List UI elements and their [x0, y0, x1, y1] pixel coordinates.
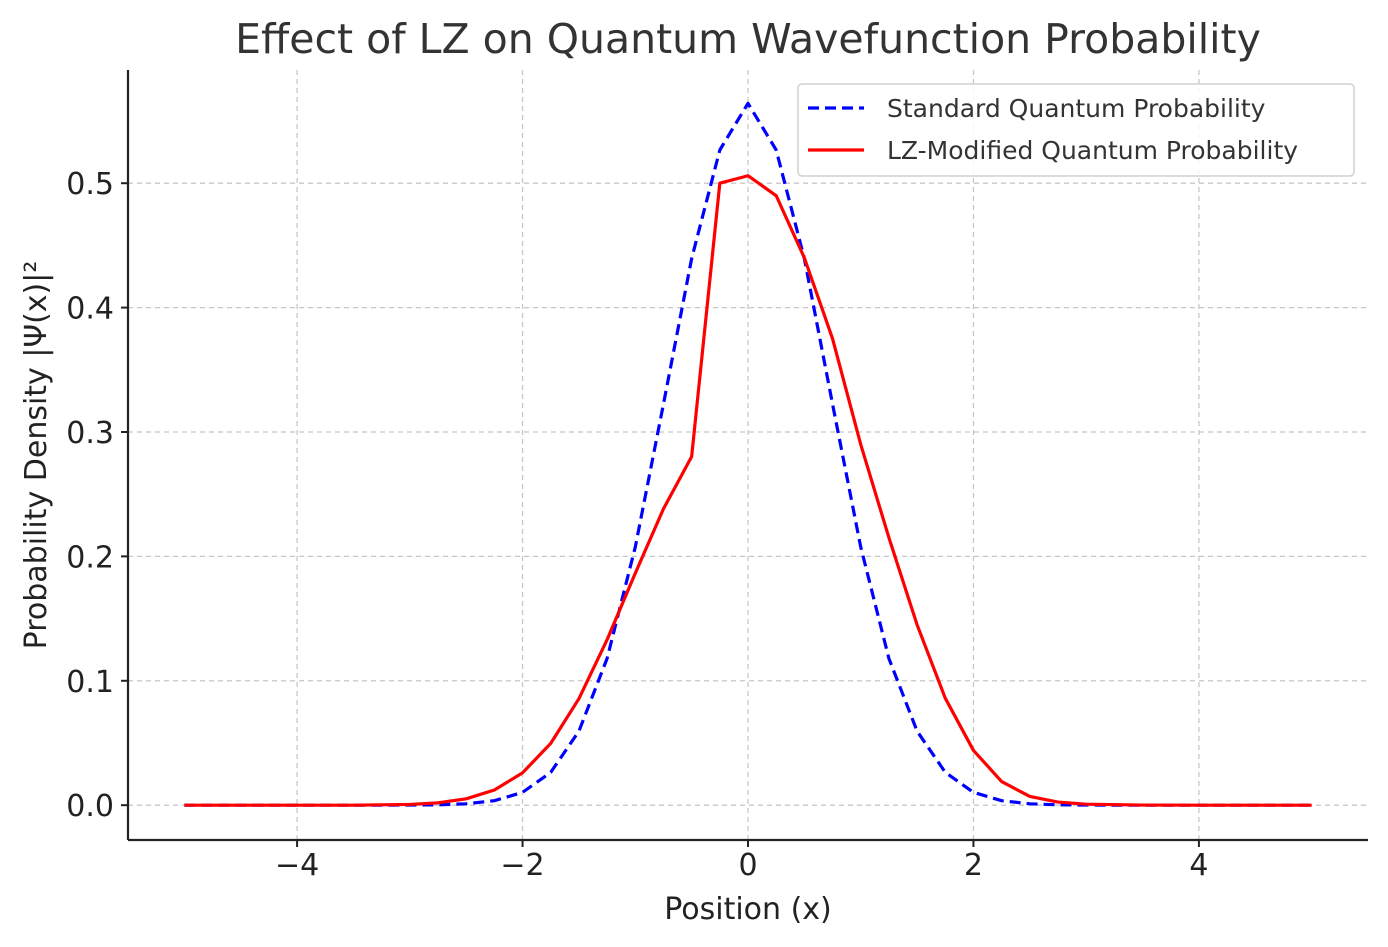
legend-box	[797, 83, 1355, 177]
x-tick-label: −4	[275, 848, 319, 883]
legend-label-1: Standard Quantum Probability	[887, 94, 1266, 123]
series-line-2	[184, 174, 1312, 807]
x-tick-label: −2	[500, 848, 544, 883]
grid	[128, 70, 1368, 840]
y-tick-label: 0.3	[66, 416, 114, 451]
y-axis-label: Probability Density |Ψ(x)|²	[19, 261, 54, 650]
y-tick-label: 0.1	[66, 665, 114, 700]
axes: −4 −2 0 2 4 0.0 0.1 0.2 0.3 0.4 0.5	[66, 70, 1368, 883]
legend: Standard Quantum Probability LZ-Modified …	[797, 83, 1355, 177]
x-axis-label: Position (x)	[664, 892, 832, 927]
legend-label-2: LZ-Modified Quantum Probability	[887, 136, 1298, 165]
y-tick-label: 0.0	[66, 789, 114, 824]
x-tick-label: 2	[964, 848, 983, 883]
y-tick-label: 0.4	[66, 292, 114, 327]
chart-title: Effect of LZ on Quantum Wavefunction Pro…	[235, 15, 1261, 63]
y-tick-label: 0.5	[66, 167, 114, 202]
x-tick-label: 0	[738, 848, 757, 883]
plot-area	[184, 101, 1312, 807]
y-tick-label: 0.2	[66, 540, 114, 575]
x-tick-label: 4	[1189, 848, 1208, 883]
series-line-1	[184, 101, 1312, 807]
